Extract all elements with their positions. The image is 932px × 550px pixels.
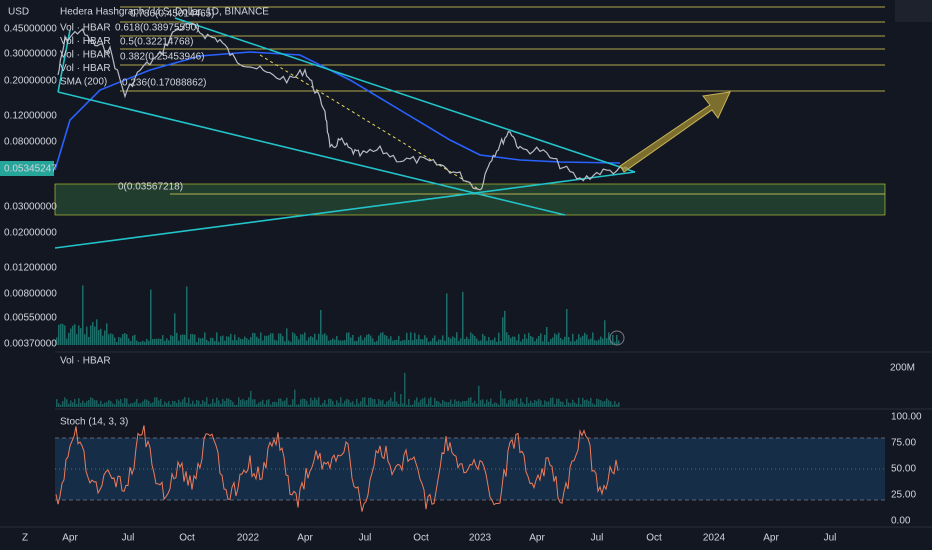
stoch-tick-label: 75.00 bbox=[891, 438, 916, 449]
stoch-label: Stoch (14, 3, 3) bbox=[60, 417, 128, 428]
price-tick-label: 0.01200000 bbox=[4, 263, 57, 274]
price-tick-label: 0.02000000 bbox=[4, 228, 57, 239]
legend-entry: Vol · HBAR bbox=[60, 23, 111, 34]
time-tick-label: 2023 bbox=[469, 533, 492, 544]
stoch-tick-label: 25.00 bbox=[891, 490, 916, 501]
fib-label: 0.236(0.17088862) bbox=[122, 78, 207, 89]
legend-entry: Vol · HBAR bbox=[60, 36, 111, 47]
projection-arrow bbox=[619, 91, 731, 173]
time-tick-label: 2022 bbox=[237, 533, 260, 544]
price-tick-label: 0.05345247 bbox=[4, 164, 57, 175]
fib-label: 0.618(0.38975590) bbox=[115, 23, 200, 34]
price-tick-label: 0.03000000 bbox=[4, 202, 57, 213]
stoch-levels bbox=[55, 437, 885, 501]
time-tick-label: Jul bbox=[824, 533, 837, 544]
volume-label: Vol · HBAR bbox=[60, 356, 111, 367]
support-zone bbox=[54, 183, 886, 216]
time-tick-label: Apr bbox=[297, 533, 313, 544]
currency-label: USD bbox=[8, 7, 29, 18]
price-tick-label: 0.30000000 bbox=[4, 49, 57, 60]
time-tick-label: Apr bbox=[763, 533, 779, 544]
stoch-tick-label: 50.00 bbox=[891, 464, 916, 475]
event-icon bbox=[609, 330, 625, 346]
time-tick-label: Oct bbox=[179, 533, 195, 544]
time-tick-label: Jul bbox=[359, 533, 372, 544]
time-tick-label: Apr bbox=[529, 533, 545, 544]
fib-label: 0.5(0.32214768) bbox=[120, 37, 193, 48]
price-tick-label: 0.00800000 bbox=[4, 289, 57, 300]
legend-entry: SMA (200) bbox=[60, 77, 107, 88]
legend-entry: Vol · HBAR bbox=[60, 50, 111, 61]
stoch-band bbox=[55, 438, 885, 500]
time-tick-label: Oct bbox=[646, 533, 662, 544]
price-series bbox=[57, 22, 629, 191]
fib-label: 0(0.03567218) bbox=[118, 182, 183, 193]
price-tick-label: 0.00370000 bbox=[4, 339, 57, 350]
price-tick-label: 0.08000000 bbox=[4, 137, 57, 148]
price-badge bbox=[0, 161, 54, 176]
price-tick-label: 0.12000000 bbox=[4, 111, 57, 122]
stoch-tick-label: 100.00 bbox=[891, 412, 922, 423]
volume-bars bbox=[56, 372, 620, 407]
fib-label: 0.786(0.45014465) bbox=[130, 9, 215, 20]
time-tick-label: 2024 bbox=[703, 533, 726, 544]
menu-button[interactable] bbox=[895, 0, 932, 22]
price-tick-label: 0.20000000 bbox=[4, 76, 57, 87]
fib-lines bbox=[120, 6, 885, 195]
time-tick-label: Jul bbox=[122, 533, 135, 544]
time-tick-label: Apr bbox=[62, 533, 78, 544]
trend-lines bbox=[54, 17, 636, 249]
price-tick-label: 0.45000000 bbox=[4, 24, 57, 35]
price-tick-label: 0.00550000 bbox=[4, 313, 57, 324]
chart-title: Hedera Hashgraph / U.S. Dollar, 1D, BINA… bbox=[60, 7, 269, 18]
volume-axis-label: 200M bbox=[890, 363, 915, 374]
fib-diagonal bbox=[259, 54, 481, 191]
legend-entry: Vol · HBAR bbox=[60, 63, 111, 74]
volume-bars bbox=[56, 285, 620, 345]
time-tick-label: Oct bbox=[413, 533, 429, 544]
stoch-line bbox=[55, 425, 619, 512]
fib-label: 0.382(0.25453946) bbox=[120, 52, 205, 63]
stoch-tick-label: 0.00 bbox=[891, 516, 911, 527]
time-tick-label: Jul bbox=[591, 533, 604, 544]
zoom-icon[interactable]: Z bbox=[22, 533, 28, 544]
